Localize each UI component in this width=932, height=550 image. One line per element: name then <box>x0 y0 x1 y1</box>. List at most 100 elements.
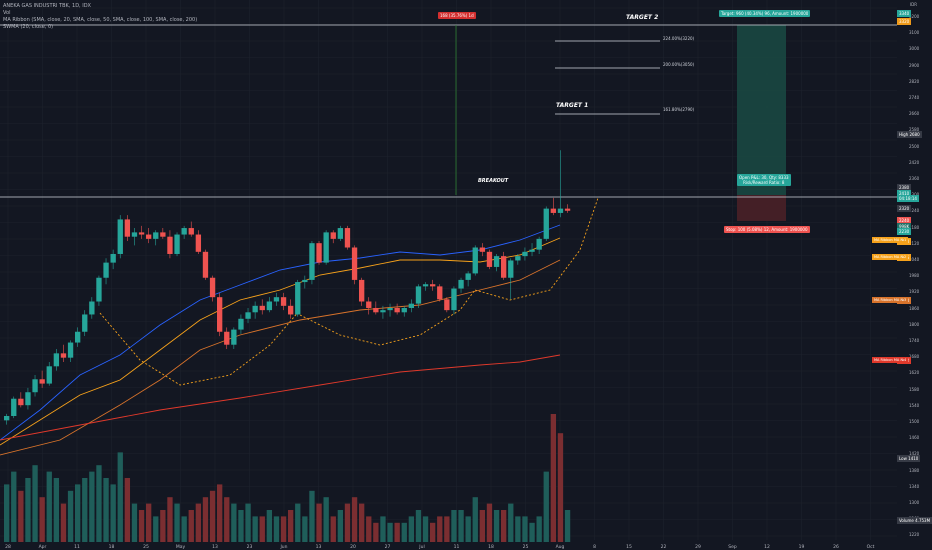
price-tag: 2410 <box>897 190 912 197</box>
candle-body <box>18 398 24 406</box>
target-2-label: TARGET 2 <box>626 14 659 21</box>
target-1-label: TARGET 1 <box>556 102 589 109</box>
risk-reward-text: Risk/Reward Ratio: 8 <box>743 180 785 185</box>
candle-body <box>188 228 194 235</box>
price-tick: 1300 <box>909 500 920 505</box>
volume-bar <box>75 484 81 542</box>
volume-bar <box>557 433 564 542</box>
ma-line-20 <box>0 224 561 441</box>
price-tick: 2180 <box>909 224 920 230</box>
time-tick: 19 <box>799 544 805 550</box>
candle-body <box>302 279 308 283</box>
time-tick: 8 <box>593 544 596 550</box>
volume-bar <box>316 503 322 542</box>
volume-bar <box>174 503 180 542</box>
candle-body <box>337 228 344 239</box>
volume-bar <box>53 478 60 542</box>
candle-body <box>437 286 443 300</box>
time-tick: 25 <box>523 544 529 550</box>
price-tick: 2500 <box>909 143 920 149</box>
time-tick: 28 <box>5 544 11 550</box>
time-tick: 13 <box>212 544 218 550</box>
volume-bar <box>4 484 10 542</box>
volume-bar <box>259 516 265 542</box>
price-tag: Low 1410 <box>897 455 921 462</box>
fib-level-2244: 224.00%(3220) <box>663 36 695 41</box>
time-tick: 22 <box>661 544 667 550</box>
price-tick: 1800 <box>909 321 920 327</box>
volume-bar <box>167 497 173 542</box>
candle-body <box>422 284 429 287</box>
time-tick: May <box>176 544 186 550</box>
candle-body <box>465 273 471 280</box>
ma-tag: MA Ribbon MA №4 <box>872 357 909 363</box>
candle-body <box>316 243 322 263</box>
candle-body <box>550 208 557 213</box>
candle-body <box>309 243 315 280</box>
price-tick: 1620 <box>909 370 920 376</box>
candle-body <box>330 232 336 239</box>
volume-bar <box>430 522 436 542</box>
volume-bar <box>536 516 542 542</box>
volume-bar <box>39 497 45 542</box>
volume-bar <box>408 516 415 542</box>
candle-body <box>209 277 216 298</box>
cup-curve-2 <box>299 289 476 346</box>
time-tick: 29 <box>695 544 701 550</box>
candle-body <box>96 277 102 302</box>
price-tick: 1860 <box>909 305 920 311</box>
candle-body <box>508 260 514 278</box>
volume-bar <box>337 510 344 542</box>
volume-bar <box>472 497 478 542</box>
volume-bar <box>18 490 24 542</box>
volume-bar <box>82 478 88 542</box>
candle-body <box>103 262 109 278</box>
time-tick: 13 <box>316 544 322 550</box>
volume-bar <box>46 471 52 542</box>
time-tick: Jul <box>418 544 424 550</box>
candle-body <box>564 208 571 211</box>
candle-body <box>394 307 400 313</box>
volume-bar <box>501 510 507 542</box>
volume-bar <box>401 522 407 542</box>
volume-bar <box>351 497 358 542</box>
candle-body <box>280 297 287 306</box>
candle-body <box>536 238 542 250</box>
volume-bar <box>529 522 535 542</box>
candle-body <box>557 208 564 213</box>
price-tick: 1740 <box>909 338 920 343</box>
candle-body <box>146 234 152 239</box>
candle-body <box>25 392 31 406</box>
candle-body <box>522 251 528 257</box>
ma-tag: MA Ribbon MA №1 <box>872 237 909 243</box>
volume-bar <box>515 516 521 542</box>
volume-bar <box>288 510 294 542</box>
candle-body <box>231 329 237 345</box>
price-axis[interactable]: IDR 3200 3100 3000 2900 2820 2740 2660 2580 2500… <box>897 0 932 550</box>
volume-bar <box>60 503 67 542</box>
volume-bar <box>508 503 514 542</box>
volume-bar <box>295 503 301 542</box>
price-tick: 1920 <box>909 289 920 295</box>
volume-bar <box>415 510 422 542</box>
volume-bar <box>181 516 187 542</box>
volume-bar <box>103 478 109 542</box>
volume-bar <box>479 510 486 542</box>
volume-bar <box>359 503 365 542</box>
volume-bar <box>344 503 351 542</box>
volume-bar <box>231 503 237 542</box>
volume-bar <box>302 516 308 542</box>
position-info: Open P&L: 30, Qty: 8333 Risk/Reward Rati… <box>737 174 791 186</box>
volume-bar <box>486 503 493 542</box>
fib-level-1618: 161.80%(2790) <box>663 107 695 112</box>
time-tick: 11 <box>454 544 460 550</box>
volume-bar <box>117 452 123 542</box>
volume-bar <box>252 516 258 542</box>
volume-bar <box>465 516 471 542</box>
volume-bar <box>202 497 209 542</box>
candle-body <box>288 305 294 315</box>
candle-body <box>344 228 351 248</box>
volume-bar <box>422 516 429 542</box>
ma-tag: MA Ribbon MA №2 <box>872 254 909 260</box>
